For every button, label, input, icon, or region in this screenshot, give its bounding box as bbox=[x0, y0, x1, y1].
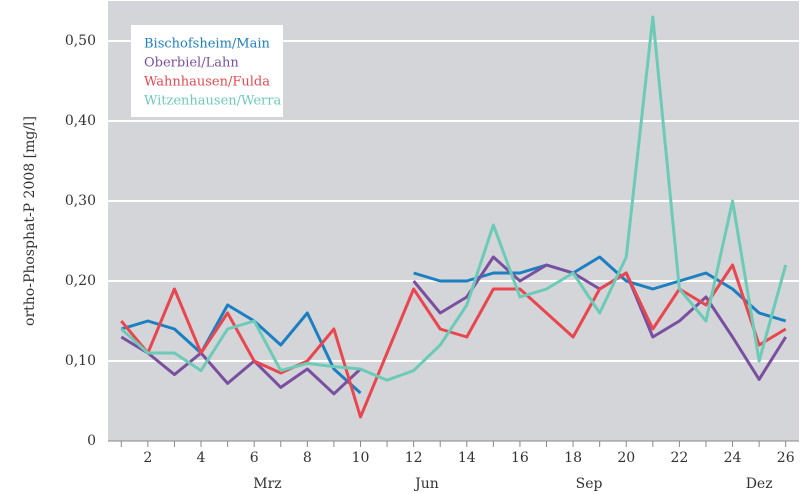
x-tick-label: 20 bbox=[617, 450, 635, 466]
x-tick-label: 26 bbox=[777, 450, 795, 466]
x-tick-label: 14 bbox=[458, 450, 476, 466]
month-label: Sep bbox=[576, 476, 603, 492]
y-tick-label: 0,20 bbox=[65, 273, 96, 289]
y-tick-label: 0,30 bbox=[65, 193, 96, 209]
x-tick-label: 2 bbox=[143, 450, 152, 466]
x-tick-label: 18 bbox=[564, 450, 582, 466]
month-label: Dez bbox=[746, 476, 773, 492]
x-tick-label: 4 bbox=[197, 450, 206, 466]
month-label: Jun bbox=[413, 476, 439, 492]
legend: Bischofsheim/Main Oberbiel/Lahn Wahnhausen… bbox=[131, 25, 283, 117]
legend-entry: Bischofsheim/Main bbox=[144, 37, 270, 52]
legend-entry: Witzenhausen/Werra bbox=[144, 94, 281, 109]
y-tick-label: 0,40 bbox=[65, 113, 96, 129]
y-tick-label: 0,50 bbox=[65, 33, 96, 49]
series-line bbox=[120, 15, 788, 382]
x-tick-label: 12 bbox=[405, 450, 423, 466]
y-axis-label: ortho-Phosphat-P 2008 [mg/l] bbox=[22, 116, 38, 326]
x-tick-label: 10 bbox=[352, 450, 370, 466]
y-tick-label: 0 bbox=[87, 433, 96, 449]
x-tick-label: 24 bbox=[724, 450, 742, 466]
series-line bbox=[120, 263, 787, 419]
x-tick-label: 22 bbox=[670, 450, 688, 466]
y-tick-label: 0,10 bbox=[65, 353, 96, 369]
legend-box bbox=[131, 25, 283, 117]
x-tick-label: 8 bbox=[303, 450, 312, 466]
legend-entry: Oberbiel/Lahn bbox=[144, 56, 239, 71]
x-tick-label: 6 bbox=[250, 450, 259, 466]
x-tick-label: 16 bbox=[511, 450, 529, 466]
legend-entry: Wahnhausen/Fulda bbox=[144, 75, 270, 90]
month-label: Mrz bbox=[253, 476, 281, 492]
